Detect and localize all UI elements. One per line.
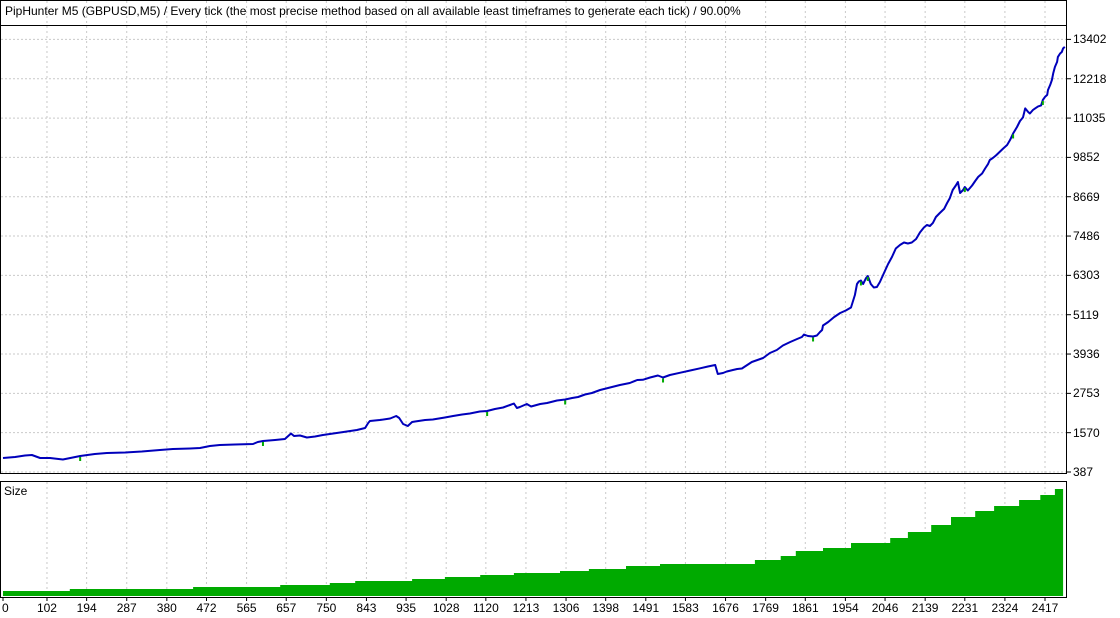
y-axis-label: 8669 xyxy=(1073,189,1100,204)
win-marker xyxy=(261,441,264,446)
x-axis-label: 0 xyxy=(2,601,9,615)
x-axis-label: 657 xyxy=(276,601,297,615)
y-axis-label: 7486 xyxy=(1073,229,1100,244)
y-axis-label: 11035 xyxy=(1073,111,1106,126)
y-axis-label: 13402 xyxy=(1073,32,1107,47)
win-marker xyxy=(662,378,665,383)
x-axis-label: 1769 xyxy=(752,601,779,615)
report-title: PipHunter M5 (GBPUSD,M5) / Every tick (t… xyxy=(5,4,741,18)
x-axis-label: 380 xyxy=(156,601,177,615)
y-axis-label: 1570 xyxy=(1073,425,1100,440)
x-axis-label: 1676 xyxy=(712,601,739,615)
y-axis-label: 387 xyxy=(1073,465,1094,479)
y-axis-label: 2753 xyxy=(1073,386,1100,401)
win-marker xyxy=(1012,134,1015,139)
y-axis-label: 12218 xyxy=(1073,71,1107,86)
win-marker xyxy=(866,276,869,281)
x-axis-label: 1398 xyxy=(592,601,620,615)
x-axis-label: 102 xyxy=(36,601,57,615)
win-marker xyxy=(963,187,966,192)
win-marker xyxy=(564,400,567,405)
x-axis-label: 2046 xyxy=(871,601,899,615)
size-panel-label: Size xyxy=(4,484,28,498)
size-panel-border xyxy=(0,481,1067,598)
win-marker xyxy=(812,337,815,342)
x-axis-label: 750 xyxy=(316,601,337,615)
x-axis-label: 2324 xyxy=(991,601,1019,615)
y-axis-label: 9852 xyxy=(1073,150,1100,165)
x-axis-label: 1306 xyxy=(552,601,580,615)
x-axis-label: 1861 xyxy=(791,601,819,615)
x-axis-label: 2417 xyxy=(1031,601,1059,615)
y-axis-label: 6303 xyxy=(1073,268,1100,283)
x-axis-label: 1583 xyxy=(672,601,699,615)
win-marker xyxy=(79,457,82,462)
x-axis-label: 1213 xyxy=(512,601,540,615)
x-axis-label: 1954 xyxy=(832,601,859,615)
x-axis-label: 2139 xyxy=(911,601,939,615)
x-axis-label: 1120 xyxy=(472,601,499,615)
balance-curve xyxy=(2,46,1066,461)
win-marker xyxy=(486,412,489,417)
win-marker xyxy=(1041,100,1044,105)
size-bars xyxy=(3,489,1064,596)
win-marker xyxy=(859,281,862,286)
x-axis-label: 935 xyxy=(396,601,417,615)
main-panel-border xyxy=(0,0,1067,474)
x-axis-label: 1028 xyxy=(432,601,460,615)
x-axis-label: 472 xyxy=(196,601,217,615)
x-axis-label: 565 xyxy=(236,601,257,615)
x-axis-label: 2231 xyxy=(951,601,979,615)
x-axis-label: 1491 xyxy=(632,601,660,615)
x-axis-label: 287 xyxy=(116,601,137,615)
x-axis-label: 843 xyxy=(356,601,377,615)
y-axis-label: 5119 xyxy=(1073,307,1099,322)
y-axis-label: 3936 xyxy=(1073,347,1100,362)
x-axis-label: 194 xyxy=(76,601,97,615)
